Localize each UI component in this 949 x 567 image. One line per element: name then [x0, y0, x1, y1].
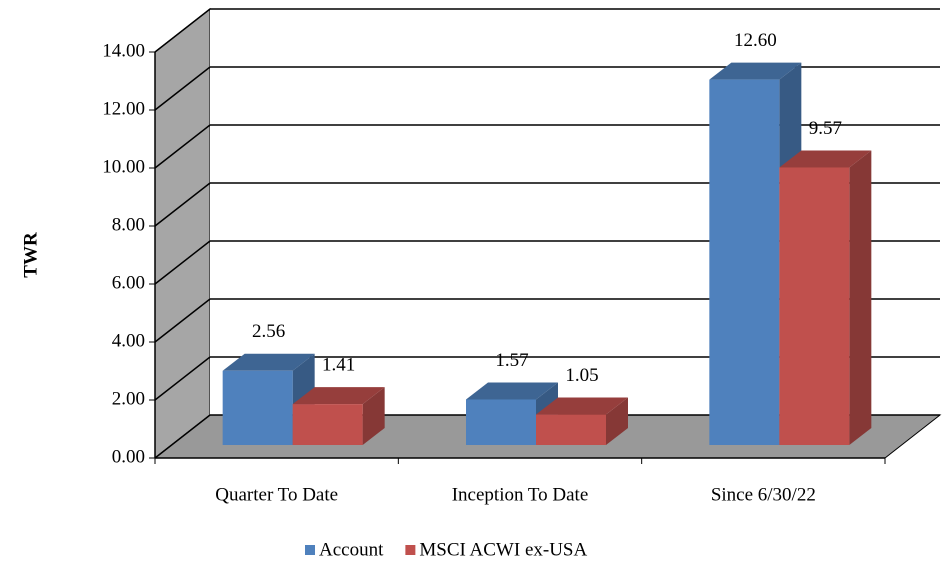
bar-top — [779, 150, 872, 168]
grid-line — [154, 356, 940, 401]
value-label: 1.57 — [495, 350, 528, 371]
bar — [709, 79, 780, 445]
bar — [466, 399, 536, 445]
value-label: 1.05 — [565, 365, 598, 386]
value-label: 2.56 — [252, 321, 285, 342]
legend-label: MSCI ACWI ex-USA — [419, 539, 587, 560]
y-tick-label: 12.00 — [102, 98, 145, 119]
grid-line — [154, 66, 940, 111]
value-label: 1.41 — [322, 354, 355, 375]
grid-line — [154, 298, 940, 343]
legend-label: Account — [319, 539, 384, 560]
y-tick-label: 10.00 — [102, 156, 145, 177]
bar-top — [222, 353, 315, 371]
legend-swatch — [405, 545, 416, 555]
x-tick-label: Quarter To Date — [215, 484, 338, 505]
bar — [779, 167, 850, 445]
bar-side — [849, 150, 872, 445]
y-tick-label: 8.00 — [112, 214, 145, 235]
bar-top — [536, 397, 628, 415]
grid-line — [154, 182, 940, 227]
value-label: 9.57 — [809, 118, 842, 139]
x-tick-label: Since 6/30/22 — [711, 484, 816, 505]
bar-top — [709, 62, 802, 80]
y-axis-label: TWR — [20, 232, 41, 278]
grid-line — [154, 8, 940, 53]
y-tick-label: 0.00 — [112, 446, 145, 467]
bar-side — [362, 387, 385, 445]
bar — [222, 370, 293, 445]
grid-line — [154, 414, 940, 459]
legend-swatch — [305, 545, 315, 555]
bar — [536, 414, 606, 445]
y-tick-label: 6.00 — [112, 272, 145, 293]
grid-line — [154, 240, 940, 285]
side-wall — [154, 7, 211, 460]
value-label: 12.60 — [734, 30, 777, 51]
y-tick-label: 4.00 — [112, 330, 145, 351]
bar — [292, 404, 363, 445]
x-tick-label: Inception To Date — [452, 484, 589, 505]
bar-top — [292, 387, 385, 405]
grid-line — [154, 124, 940, 169]
bar-top — [466, 382, 558, 400]
y-tick-label: 2.00 — [112, 388, 145, 409]
y-tick-label: 14.00 — [102, 40, 145, 61]
bar-side — [606, 397, 628, 445]
